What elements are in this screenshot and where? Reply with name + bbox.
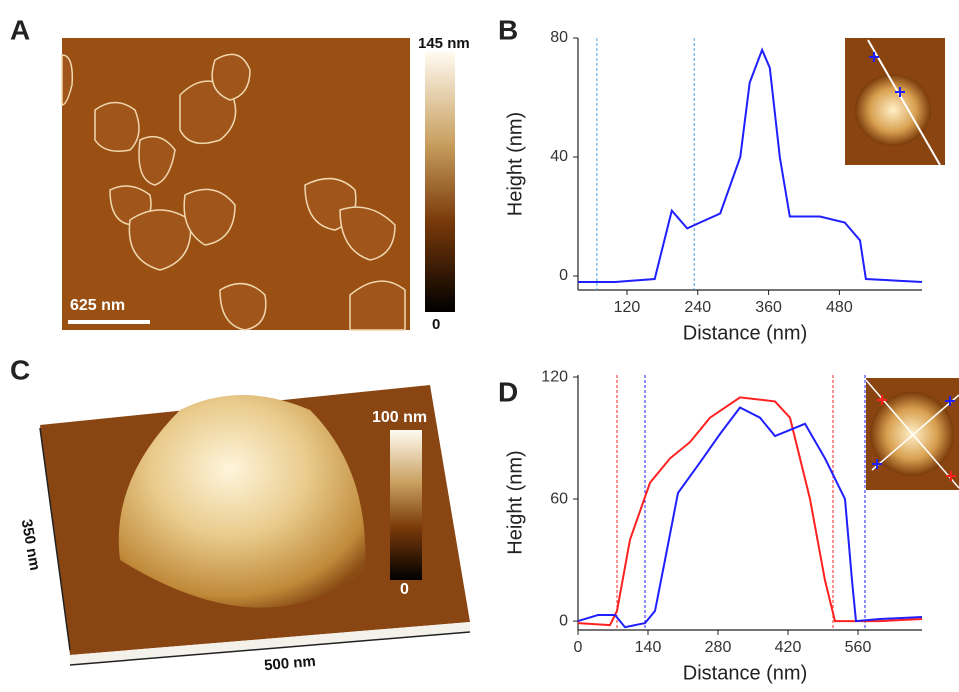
data-line xyxy=(578,47,923,283)
dome xyxy=(118,395,366,608)
data-line xyxy=(577,396,923,627)
axis-edge xyxy=(69,631,471,666)
y-axis-label: Height (nm) xyxy=(504,450,526,554)
inset-cross xyxy=(872,396,955,469)
afm-particles xyxy=(61,53,406,331)
y-tick-label: 60 xyxy=(550,490,568,507)
x-tick-label: 280 xyxy=(705,639,732,656)
x-tick-label: 480 xyxy=(826,299,853,316)
colorbar xyxy=(425,52,455,312)
x-tick-label: 420 xyxy=(775,639,802,656)
x-tick-label: 120 xyxy=(614,299,641,316)
panel-label: D xyxy=(498,376,518,407)
x-axis-label: Distance (nm) xyxy=(683,662,807,684)
axis-edge xyxy=(39,427,71,651)
x-axis-label: Distance (nm) xyxy=(683,322,807,344)
surface-edge xyxy=(70,622,470,665)
axis-label: 350 nm xyxy=(18,518,44,572)
axis-label: 500 nm xyxy=(263,653,316,674)
x-tick-label: 240 xyxy=(684,299,711,316)
inset-line xyxy=(871,394,959,471)
scale-bar-label: 625 nm xyxy=(70,297,125,314)
y-tick-label: 40 xyxy=(550,148,568,165)
y-tick-label: 0 xyxy=(559,612,568,629)
inset-line xyxy=(867,39,941,166)
colorbar-label: 0 xyxy=(400,581,409,598)
panel-label: C xyxy=(10,354,30,385)
panel-label: A xyxy=(10,14,30,45)
y-tick-label: 80 xyxy=(550,29,568,46)
x-tick-label: 140 xyxy=(635,639,662,656)
data-line xyxy=(577,406,923,629)
colorbar-label: 0 xyxy=(432,316,440,333)
colorbar-label: 100 nm xyxy=(372,409,427,426)
x-tick-label: 0 xyxy=(574,639,583,656)
y-tick-label: 0 xyxy=(559,267,568,284)
inset-cross xyxy=(877,395,956,481)
y-tick-label: 120 xyxy=(541,368,568,385)
x-tick-label: 360 xyxy=(755,299,782,316)
inset-particle xyxy=(855,74,931,146)
colorbar-label: 145 nm xyxy=(418,35,470,52)
inset-cross xyxy=(869,52,905,97)
x-tick-label: 560 xyxy=(845,639,872,656)
colorbar xyxy=(390,430,422,580)
panel-label: B xyxy=(498,14,518,45)
y-axis-label: Height (nm) xyxy=(504,112,526,216)
